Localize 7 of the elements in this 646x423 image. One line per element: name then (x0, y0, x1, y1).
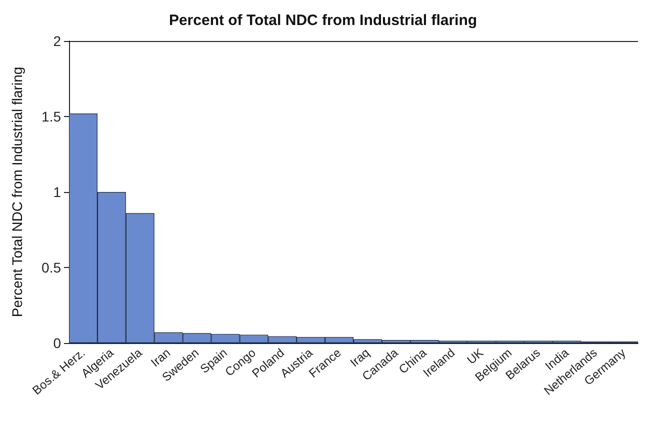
y-tick-label: 0.5 (42, 260, 62, 276)
y-tick-label: 2 (53, 33, 62, 49)
y-tick-label: 1.5 (42, 108, 62, 124)
y-tick-label: 1 (53, 184, 62, 200)
y-tick-label: 0 (53, 335, 62, 351)
y-axis-title: Percent Total NDC from Industrial flaring (9, 66, 25, 318)
chart-title: Percent of Total NDC from Industrial flaring (168, 12, 478, 29)
